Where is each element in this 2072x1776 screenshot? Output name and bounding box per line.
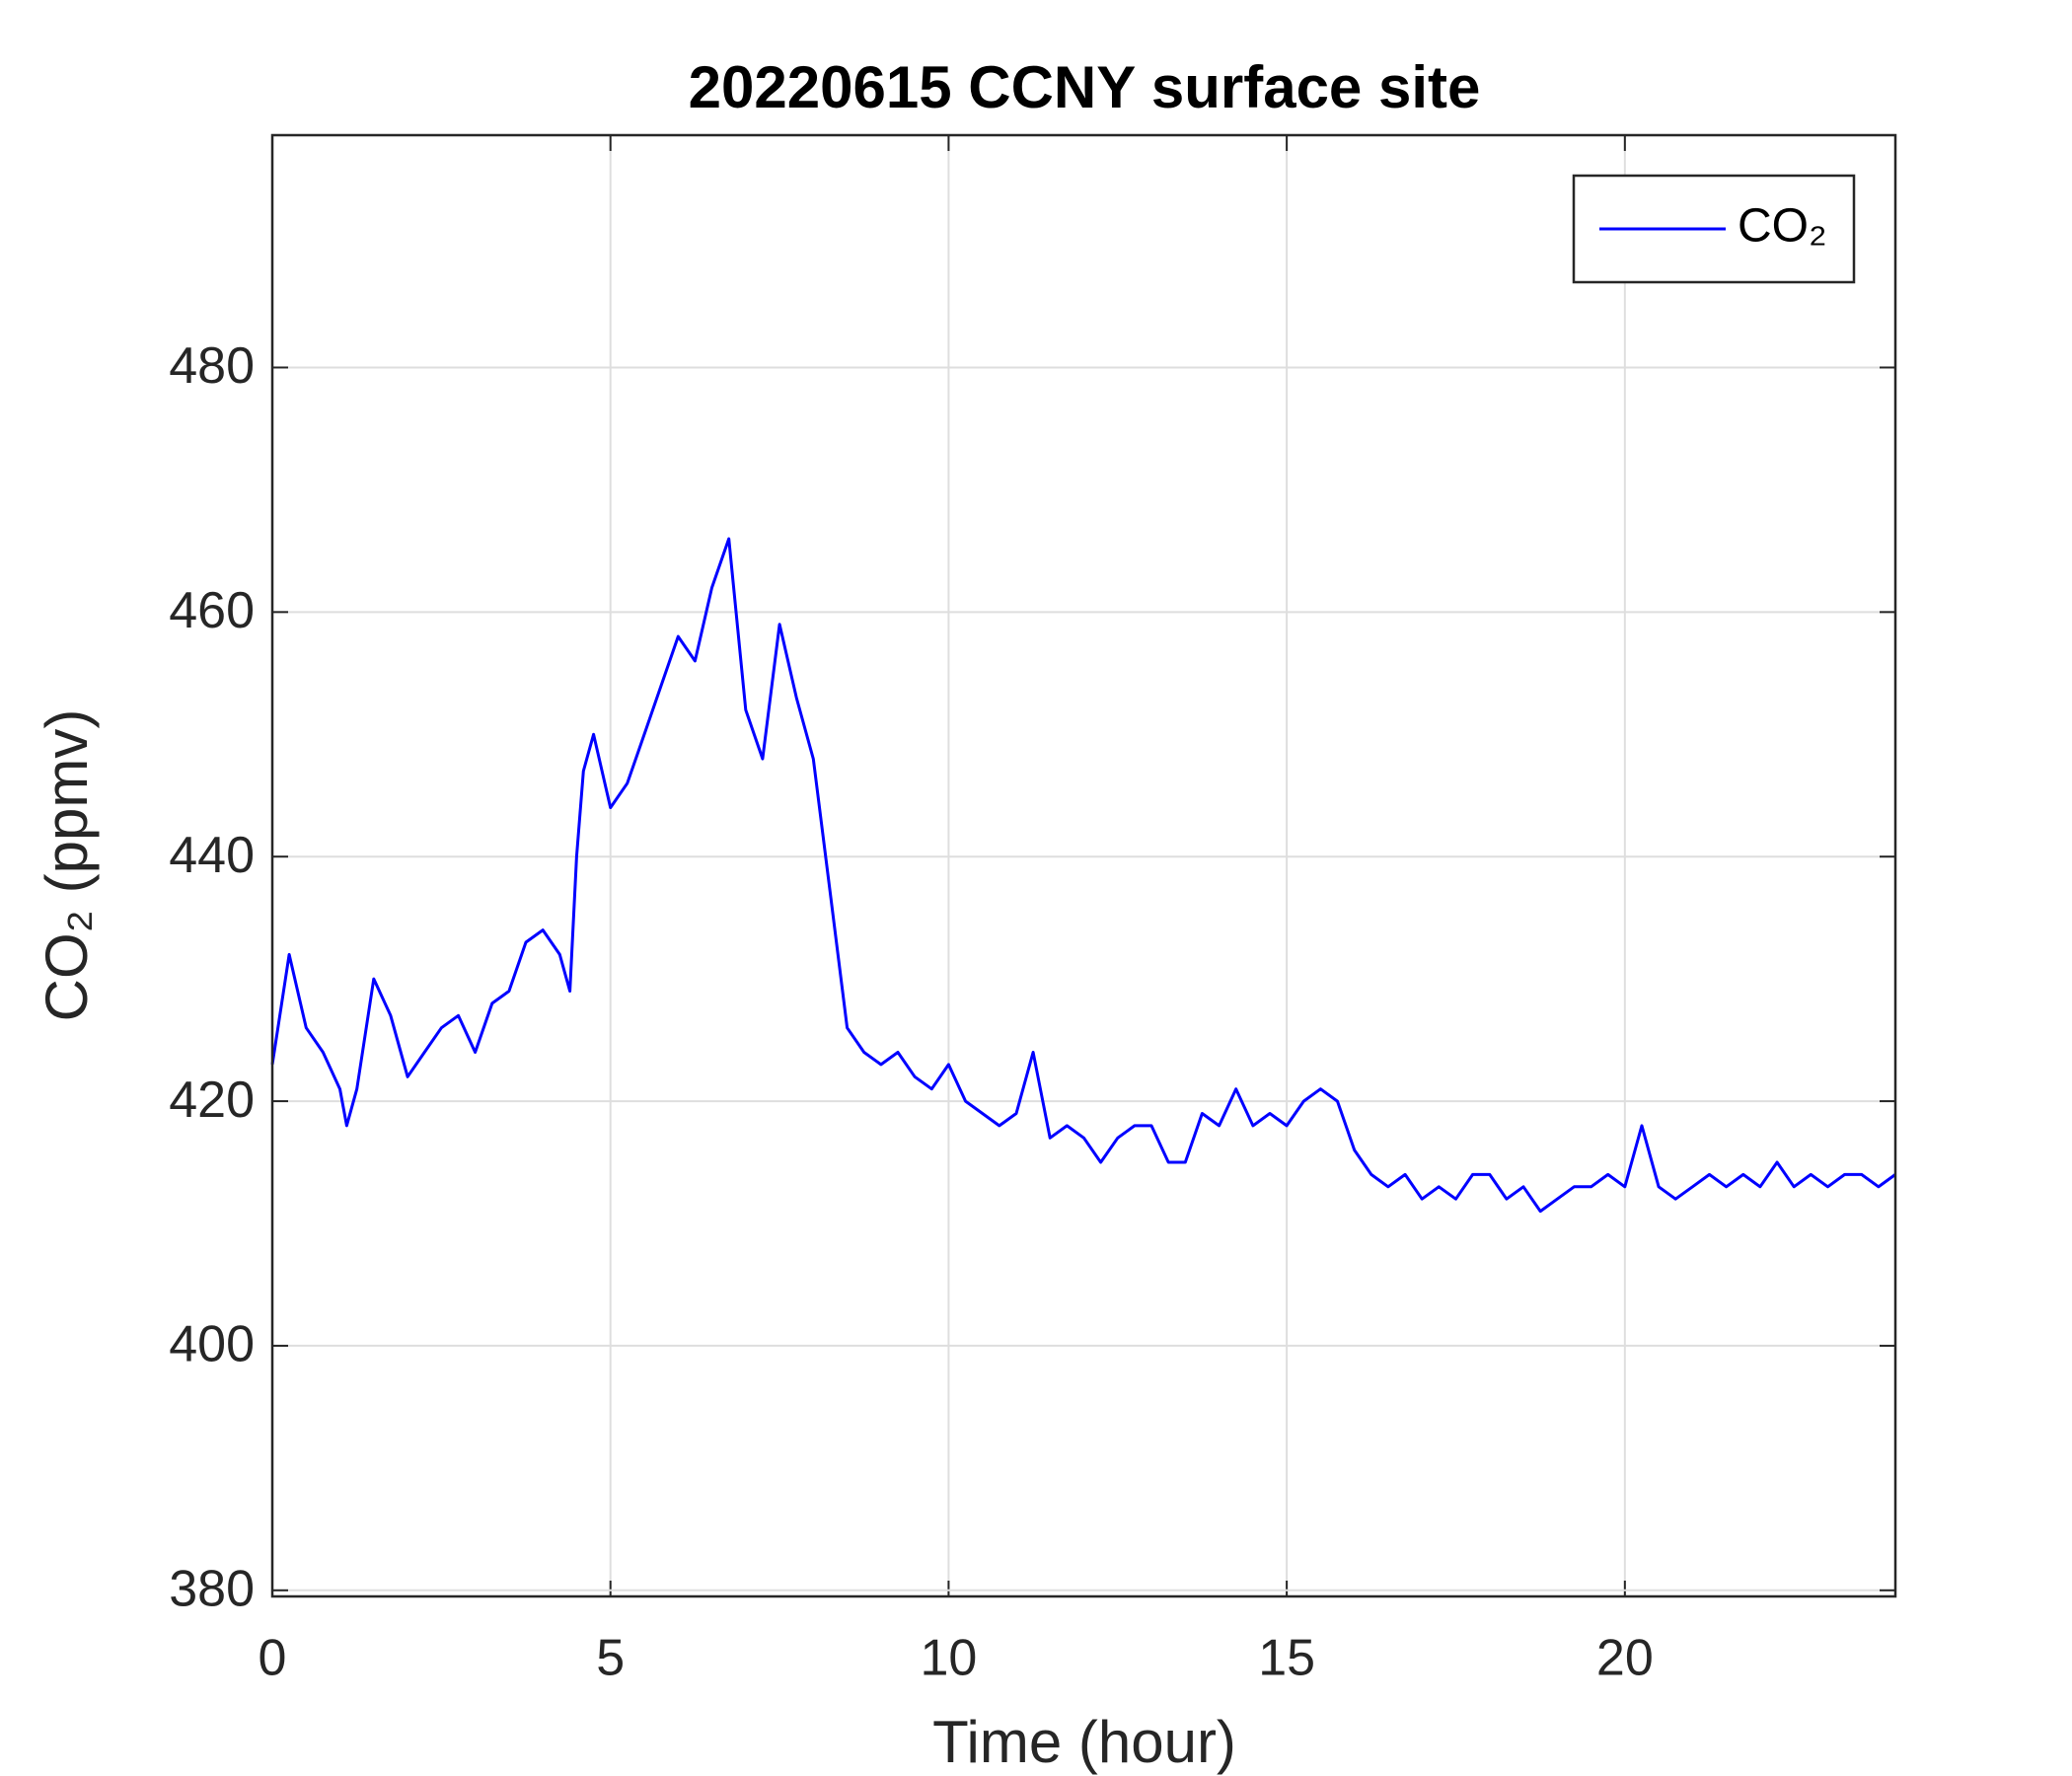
x-axis-label: Time (hour) [932, 1709, 1236, 1775]
data-line [270, 537, 1896, 1214]
y-axis-label: CO₂ (ppmv) [34, 709, 100, 1022]
chart-title: 20220615 CCNY surface site [689, 54, 1481, 120]
y-tick-label: 480 [169, 337, 255, 395]
x-tick-label: 20 [1596, 1630, 1654, 1687]
y-tick-label: 380 [169, 1561, 255, 1618]
y-tick-label: 400 [169, 1316, 255, 1373]
y-tick-label: 460 [169, 582, 255, 639]
y-tick-label: 420 [169, 1072, 255, 1129]
x-tick-label: 5 [596, 1630, 625, 1687]
legend-label: CO₂ [1738, 200, 1827, 253]
plot-frame [270, 133, 1897, 1598]
y-tick-label: 440 [169, 827, 255, 884]
x-tick-label: 10 [920, 1630, 977, 1687]
legend: CO₂ [1572, 174, 1856, 284]
x-tick-label: 0 [259, 1630, 287, 1687]
x-tick-label: 15 [1258, 1630, 1315, 1687]
